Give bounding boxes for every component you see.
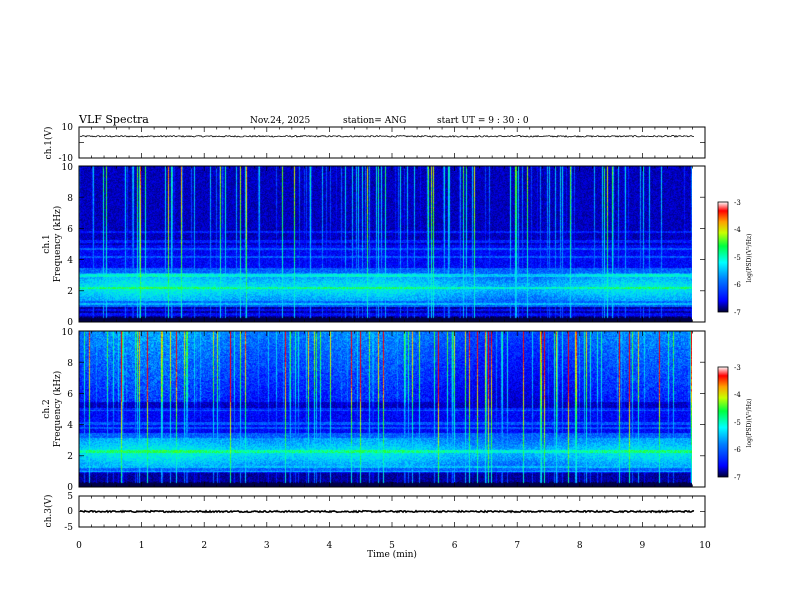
ch2-spectrogram-image (79, 331, 692, 487)
ch3-waveform-panel: 5 0 -5 ch.3(V) (43, 492, 706, 533)
ch1-colorbar-label: log(PSD)(V²/Hz) (746, 234, 753, 283)
station-label: station= ANG (343, 116, 406, 126)
ch2-spectrogram-ylabel-1: ch.2 (42, 399, 52, 418)
ch1-waveform-panel: 10 -10 ch.1(V) (43, 123, 706, 164)
x-axis-label: Time (min) (367, 549, 417, 560)
ch1-freq-tick-8: 8 (67, 194, 73, 204)
ch2-spectrogram-ylabel-2: Frequency (kHz) (52, 371, 63, 448)
x-tick-label-9: 9 (640, 541, 646, 551)
ch1-cb-tick-m3: -3 (734, 199, 741, 207)
x-tick-label-8: 8 (577, 541, 583, 551)
ch1-freq-tick-6: 6 (67, 225, 73, 235)
ch2-freq-tick-6: 6 (67, 390, 73, 400)
ch2-spectrogram-panel: 0 2 4 6 8 10 ch.2 Frequency (kHz) -3 -4 … (42, 328, 753, 493)
ch1-freq-tick-2: 2 (67, 287, 73, 297)
ch1-cb-tick-m7: -7 (734, 309, 741, 317)
x-tick-label-1: 1 (139, 541, 145, 551)
ch2-cb-tick-m6: -6 (734, 446, 741, 454)
x-tick-label-2: 2 (201, 541, 207, 551)
ch1-ytick-top: 10 (62, 123, 74, 133)
start-ut-label: start UT = 9 : 30 : 0 (437, 116, 529, 126)
ch1-spectrogram-image (79, 166, 692, 322)
ch2-cb-tick-m7: -7 (734, 474, 741, 482)
ch2-colorbar (717, 366, 729, 478)
x-tick-label-10: 10 (699, 541, 711, 551)
ch1-ytick-bottom: -10 (59, 154, 74, 164)
ch1-cb-tick-m5: -5 (734, 254, 741, 262)
ch2-freq-tick-8: 8 (67, 359, 73, 369)
ch2-freq-tick-2: 2 (67, 452, 73, 462)
ch1-cb-tick-m6: -6 (734, 281, 741, 289)
ch3-waveform-trace (79, 509, 695, 514)
ch3-ytick-bottom: -5 (64, 523, 73, 533)
x-tick-label-4: 4 (327, 541, 333, 551)
ch1-spectrogram-nodata (692, 166, 705, 322)
ch1-colorbar (717, 201, 729, 313)
ch1-freq-tick-0: 0 (67, 318, 73, 328)
ch3-waveform-ylabel: ch.3(V) (43, 495, 54, 528)
figure-title: VLF Spectra (78, 113, 149, 126)
ch2-spectrogram-ticks (78, 330, 706, 488)
ch2-cb-tick-m4: -4 (734, 391, 741, 399)
ch1-spectrogram-ticks (78, 165, 706, 323)
ch2-freq-tick-4: 4 (67, 421, 73, 431)
ch3-ytick-mid: 0 (67, 507, 73, 517)
ch1-spectrogram-ylabel-2: Frequency (kHz) (52, 206, 63, 283)
ch2-freq-tick-10: 10 (62, 328, 74, 338)
ch1-cb-tick-m4: -4 (734, 226, 741, 234)
x-tick-label-7: 7 (514, 541, 520, 551)
date-label: Nov.24, 2025 (250, 116, 311, 126)
x-tick-label-3: 3 (264, 541, 270, 551)
ch1-spectrogram-panel: 0 2 4 6 8 10 ch.1 Frequency (kHz) -3 -4 … (42, 163, 753, 328)
x-tick-label-5: 5 (389, 541, 395, 551)
x-tick-label-6: 6 (452, 541, 458, 551)
x-tick-label-0: 0 (76, 541, 82, 551)
ch1-freq-tick-10: 10 (62, 163, 74, 173)
ch1-waveform-ticks (78, 126, 706, 159)
ch3-waveform-ticks (78, 495, 706, 528)
ch1-waveform-frame (78, 126, 706, 159)
ch1-waveform-trace (79, 134, 695, 138)
ch2-cb-tick-m5: -5 (734, 419, 741, 427)
ch1-spectrogram-ylabel-1: ch.1 (42, 234, 52, 253)
x-tick-labels: 0 1 2 3 4 5 6 7 8 9 10 (76, 541, 711, 551)
ch3-ytick-top: 5 (67, 492, 73, 502)
ch1-waveform-ylabel: ch.1(V) (43, 127, 54, 160)
ch2-cb-tick-m3: -3 (734, 364, 741, 372)
ch2-spectrogram-nodata (692, 331, 705, 487)
ch2-colorbar-label: log(PSD)(V²/Hz) (746, 399, 753, 448)
ch1-freq-tick-4: 4 (67, 256, 73, 266)
ch2-freq-tick-0: 0 (67, 483, 73, 493)
